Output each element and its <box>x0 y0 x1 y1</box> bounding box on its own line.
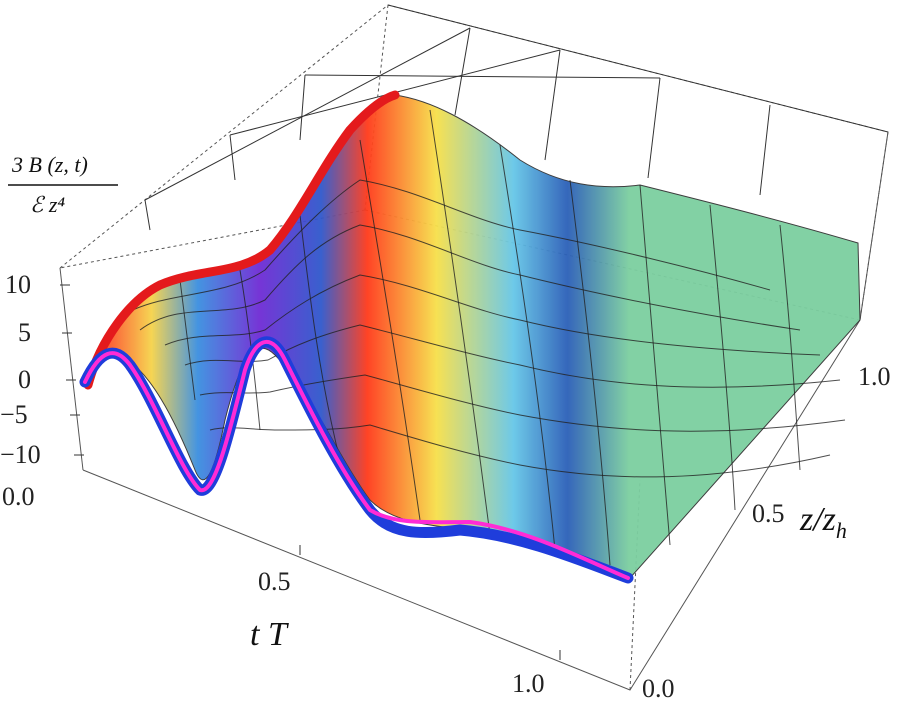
t-axis-label: t T <box>250 616 289 653</box>
curve-red <box>83 90 400 390</box>
t-tick: 0.0 <box>2 482 35 511</box>
zh-axis: 0.0 0.5 1.0 z/zh <box>642 362 891 703</box>
zh-tick: 0.5 <box>752 499 785 528</box>
z-axis: 10 5 0 −5 −10 <box>0 270 84 469</box>
surface <box>89 94 861 579</box>
t-axis: 0.0 0.5 1.0 t T <box>2 482 561 698</box>
z-label-numerator: 3 B (z, t) <box>11 152 88 177</box>
z-tick: 5 <box>18 318 31 347</box>
z-label-denominator: ℰ z⁴ <box>30 192 65 217</box>
z-tick: −10 <box>0 440 41 469</box>
t-tick: 1.0 <box>512 669 545 698</box>
back-grid <box>144 4 889 231</box>
zh-axis-label: z/zh <box>799 501 847 543</box>
z-axis-label: 3 B (z, t) ℰ z⁴ <box>8 152 118 217</box>
zh-tick: 0.0 <box>642 674 675 703</box>
curve-magenta <box>83 339 630 580</box>
z-tick: 10 <box>5 270 31 299</box>
z-tick: −5 <box>0 400 28 429</box>
t-tick: 0.5 <box>258 567 291 596</box>
zh-tick: 1.0 <box>858 362 891 391</box>
z-tick: 0 <box>18 365 31 394</box>
